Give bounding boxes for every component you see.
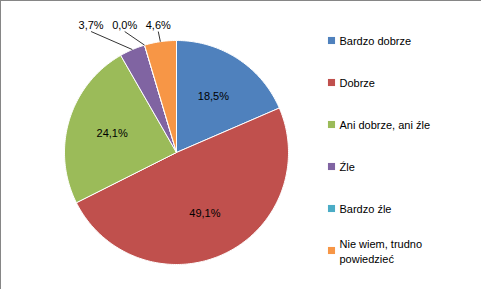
svg-text:18,5%: 18,5% [198,90,229,102]
svg-text:49,1%: 49,1% [189,207,220,219]
svg-text:0,0%: 0,0% [112,19,137,31]
svg-text:4,6%: 4,6% [146,19,171,31]
svg-text:24,1%: 24,1% [97,127,128,139]
svg-text:Bardzo źle: Bardzo źle [340,203,392,215]
svg-text:Nie wiem, trudnopowiedzieć: Nie wiem, trudnopowiedzieć [340,238,423,265]
svg-text:Bardzo dobrze: Bardzo dobrze [340,35,412,47]
svg-text:Ani dobrze, ani źle: Ani dobrze, ani źle [340,119,431,131]
svg-text:3,7%: 3,7% [79,19,104,31]
svg-text:Dobrze: Dobrze [340,77,375,89]
svg-text:Źle: Źle [340,161,355,173]
